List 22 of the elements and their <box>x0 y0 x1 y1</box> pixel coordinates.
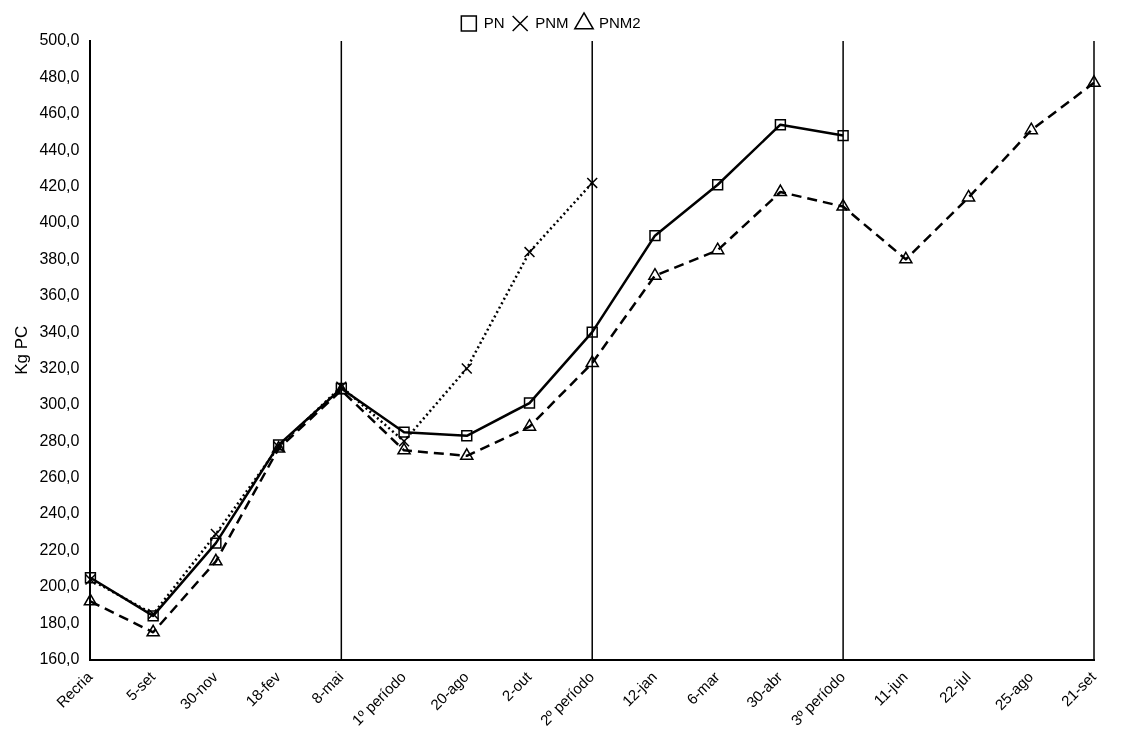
y-tick-label: 440,0 <box>39 140 80 158</box>
y-tick-label: 420,0 <box>39 176 80 194</box>
y-tick-label: 340,0 <box>39 322 80 340</box>
y-tick-label: 160,0 <box>39 649 80 667</box>
y-tick-label: 180,0 <box>39 613 80 631</box>
legend-label: PNM <box>535 13 569 31</box>
y-tick-label: 200,0 <box>39 577 80 595</box>
y-tick-label: 460,0 <box>39 104 80 122</box>
y-tick-label: 220,0 <box>39 540 80 558</box>
y-tick-label: 500,0 <box>39 31 80 49</box>
legend-label: PNM2 <box>599 13 641 31</box>
y-tick-label: 300,0 <box>39 395 80 413</box>
legend-label: PN <box>483 13 505 31</box>
y-tick-label: 320,0 <box>39 358 80 376</box>
y-tick-label: 480,0 <box>39 67 80 85</box>
y-tick-label: 380,0 <box>39 249 80 267</box>
y-tick-label: 260,0 <box>39 468 80 486</box>
y-tick-label: 360,0 <box>39 286 80 304</box>
y-tick-label: 400,0 <box>39 213 80 231</box>
y-tick-label: 280,0 <box>39 431 80 449</box>
y-tick-label: 240,0 <box>39 504 80 522</box>
y-axis-title: Kg PC <box>11 325 31 375</box>
